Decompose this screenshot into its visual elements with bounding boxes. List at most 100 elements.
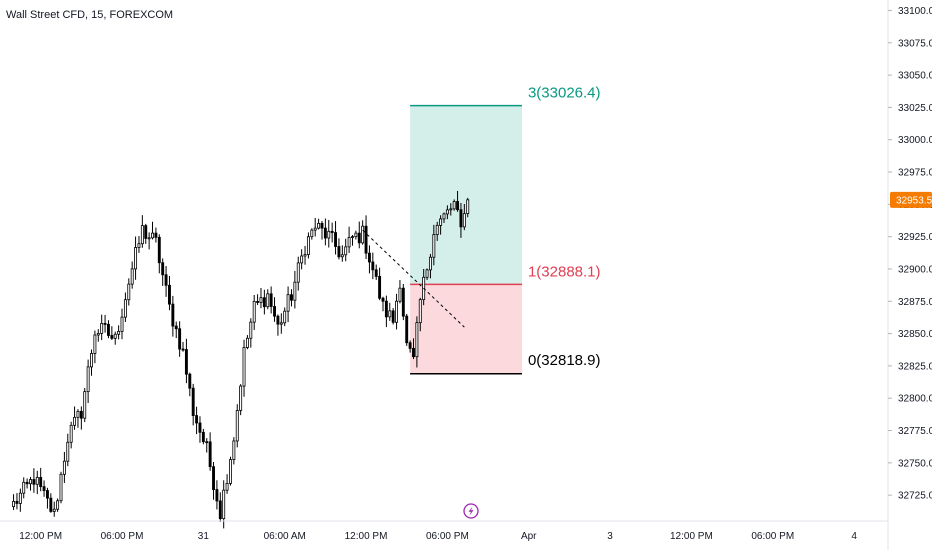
chart-title: Wall Street CFD, 15, FOREXCOM	[6, 9, 173, 21]
candle-body	[120, 316, 124, 332]
position-tool[interactable]: 3(33026.4) 1(32888.1) 0(32818.9)	[410, 85, 601, 375]
candle-body	[110, 335, 114, 339]
candle-body	[181, 348, 185, 351]
candle-body	[262, 297, 266, 308]
candle-body	[29, 479, 32, 485]
candle-body	[66, 441, 70, 462]
y-tick-label: 32750.0	[898, 458, 932, 469]
candle-body	[306, 236, 310, 255]
candle-body	[279, 322, 283, 325]
candle-body	[32, 479, 36, 485]
current-price-tag-bg	[890, 191, 932, 208]
candle-body	[439, 218, 443, 226]
candle-body	[59, 473, 63, 502]
candle-body	[273, 306, 276, 317]
y-tick-label: 32975.0	[898, 168, 932, 179]
candle-body	[344, 246, 348, 256]
candle-body	[425, 269, 429, 278]
candle-body	[378, 275, 382, 299]
candle-body	[334, 232, 337, 247]
x-tick-label: 06:00 AM	[264, 531, 306, 542]
candle-body	[22, 481, 26, 494]
candle-body	[456, 201, 460, 211]
candle-body	[266, 293, 270, 308]
candle-body	[351, 236, 354, 239]
candle-body	[361, 225, 365, 244]
candle-body	[286, 294, 290, 312]
candle-body	[134, 247, 138, 270]
candle-body	[86, 366, 90, 393]
candle-body	[79, 410, 83, 419]
candle-body	[15, 500, 19, 504]
candle-body	[12, 500, 16, 507]
candle-body	[462, 213, 466, 228]
candle-body	[249, 321, 253, 339]
x-tick-label: 06:00 PM	[751, 531, 794, 542]
candle-body	[290, 294, 293, 301]
candle-body	[371, 261, 375, 271]
candle-body	[303, 254, 307, 257]
candle-body	[323, 227, 327, 239]
candle-body	[123, 299, 127, 318]
candle-body	[225, 483, 229, 491]
candle-body	[330, 230, 334, 233]
candle-body	[154, 232, 158, 238]
candle-body	[215, 489, 219, 502]
candle-body	[130, 268, 134, 285]
candle-body	[354, 232, 358, 238]
candle-body	[327, 230, 331, 239]
candle-body	[25, 481, 29, 485]
candle-body	[83, 391, 87, 419]
y-tick-label: 32900.0	[898, 264, 932, 275]
candle-body	[418, 299, 422, 324]
candle-body	[90, 353, 93, 368]
candle-body	[252, 301, 256, 323]
candle-body	[347, 237, 351, 248]
y-tick-label: 33025.0	[898, 103, 932, 114]
candle-body	[259, 297, 263, 303]
candle-body	[178, 328, 182, 350]
x-axis[interactable]: 12:00 PM 06:00 PM 31 06:00 AM 12:00 PM 06:00 …	[19, 531, 857, 542]
candle-body	[42, 486, 46, 491]
candle-body	[428, 256, 432, 271]
candle-body	[313, 227, 317, 231]
candle-body	[208, 441, 212, 468]
candle-body	[164, 274, 168, 286]
candle-body	[412, 347, 415, 358]
candle-body	[408, 342, 412, 349]
candle-body	[117, 331, 121, 335]
candle-body	[256, 301, 260, 303]
candle-body	[62, 460, 66, 475]
candle-body	[242, 347, 246, 387]
candle-body	[395, 300, 399, 323]
candle-body	[35, 477, 39, 485]
candle-body	[168, 284, 171, 305]
candle-body	[357, 232, 361, 244]
candle-body	[222, 489, 226, 519]
y-tick-label: 32875.0	[898, 297, 932, 308]
candle-body	[449, 208, 453, 211]
candle-body	[69, 424, 73, 443]
lightning-icon[interactable]	[463, 503, 479, 519]
candle-body	[442, 213, 446, 220]
candle-body	[137, 243, 141, 248]
candle-body	[188, 373, 192, 389]
candle-body	[293, 281, 297, 301]
y-tick-label: 32925.0	[898, 232, 932, 243]
candle-body	[157, 236, 161, 264]
candle-body	[405, 315, 409, 344]
candle-body	[127, 283, 131, 301]
candle-body	[337, 246, 341, 258]
candle-body	[140, 225, 144, 245]
y-tick-label: 32825.0	[898, 361, 932, 372]
candle-body	[388, 310, 392, 318]
candle-body	[174, 325, 178, 330]
candle-body	[384, 300, 388, 318]
candle-body	[381, 297, 385, 302]
target-label: 3(33026.4)	[528, 85, 601, 102]
candle-body	[374, 269, 378, 277]
y-tick-label: 33100.0	[898, 6, 932, 17]
x-tick-label: 31	[198, 531, 210, 542]
x-tick-label: Apr	[521, 531, 537, 542]
